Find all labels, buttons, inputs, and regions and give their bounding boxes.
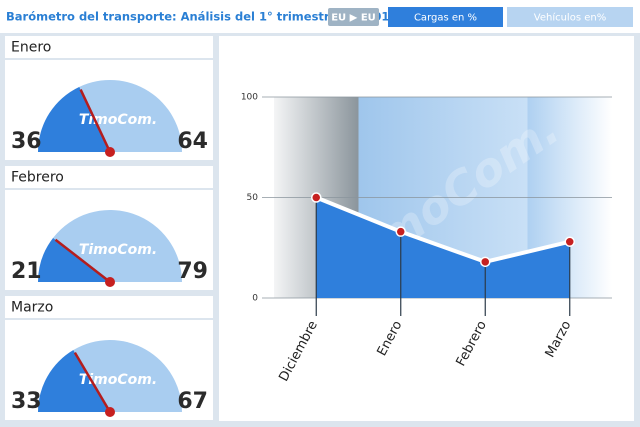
- point: [395, 226, 406, 237]
- line: [315, 195, 571, 264]
- gauge-title: Febrero: [11, 170, 64, 186]
- gauge-left-value: 33: [11, 389, 42, 414]
- needle: [79, 89, 112, 153]
- gauge-right-value: 79: [177, 259, 208, 284]
- gauge-sector: [79, 79, 182, 152]
- point: [311, 192, 322, 203]
- tab-inactive[interactable]: [507, 7, 633, 27]
- gauge-left-value: 21: [11, 259, 42, 284]
- needle-hub: [105, 407, 115, 417]
- y-tick-label: 50: [247, 193, 259, 203]
- point: [564, 236, 575, 247]
- tab-label[interactable]: Cargas en %: [414, 13, 477, 24]
- logo: TimoCom.: [79, 112, 157, 128]
- label-bar: [5, 296, 213, 318]
- logo: TimoCom.: [79, 242, 157, 258]
- needle-hub: [105, 277, 115, 287]
- y-tick-label: 100: [241, 93, 258, 103]
- header-title: Barómetro del transporte: Análisis del 1…: [6, 10, 397, 24]
- tab-label[interactable]: Vehículos en%: [534, 12, 606, 24]
- label-bar: [5, 166, 213, 188]
- region-box: [328, 8, 379, 26]
- gauge-left-value: 36: [11, 129, 42, 154]
- gauge-sector: [38, 237, 110, 282]
- gauge-sector: [38, 350, 110, 412]
- needle: [73, 351, 112, 413]
- region: EU ▶ EU: [331, 13, 376, 24]
- needle: [54, 238, 111, 283]
- gauge-title: Marzo: [11, 300, 53, 316]
- tab-active[interactable]: [388, 7, 503, 27]
- logo: TimoCom.: [79, 372, 157, 388]
- gauge-right-value: 64: [177, 129, 208, 154]
- gauge-right-value: 67: [177, 389, 208, 414]
- gauge-sector: [53, 209, 182, 282]
- gauge-sector: [38, 86, 110, 152]
- gauge-title: Enero: [11, 40, 51, 56]
- needle-hub: [105, 147, 115, 157]
- label-bar: [5, 36, 213, 58]
- y-tick-label: 0: [252, 294, 258, 304]
- point: [480, 256, 491, 268]
